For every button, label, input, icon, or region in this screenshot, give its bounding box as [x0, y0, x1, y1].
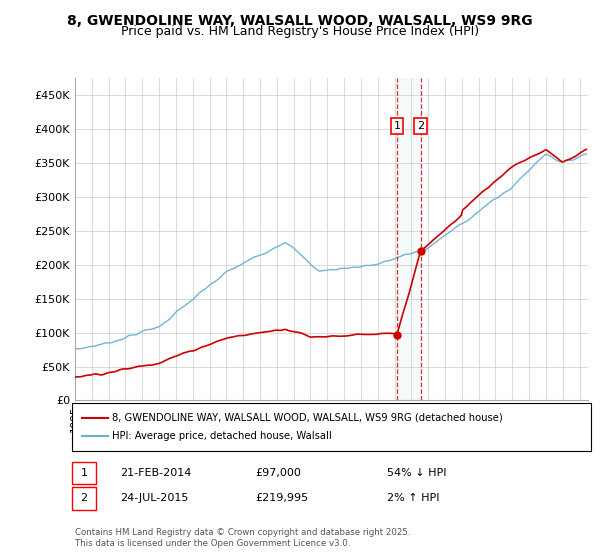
Text: £219,995: £219,995: [255, 493, 308, 503]
Text: 8, GWENDOLINE WAY, WALSALL WOOD, WALSALL, WS9 9RG (detached house): 8, GWENDOLINE WAY, WALSALL WOOD, WALSALL…: [112, 413, 503, 423]
Text: 24-JUL-2015: 24-JUL-2015: [120, 493, 188, 503]
Text: 8, GWENDOLINE WAY, WALSALL WOOD, WALSALL, WS9 9RG: 8, GWENDOLINE WAY, WALSALL WOOD, WALSALL…: [67, 14, 533, 28]
Text: £97,000: £97,000: [255, 468, 301, 478]
Text: Contains HM Land Registry data © Crown copyright and database right 2025.
This d: Contains HM Land Registry data © Crown c…: [75, 528, 410, 548]
Text: 54% ↓ HPI: 54% ↓ HPI: [387, 468, 446, 478]
Text: 21-FEB-2014: 21-FEB-2014: [120, 468, 191, 478]
Text: 2% ↑ HPI: 2% ↑ HPI: [387, 493, 439, 503]
Bar: [397, 78, 421, 400]
Text: 2: 2: [80, 493, 88, 503]
Text: Price paid vs. HM Land Registry's House Price Index (HPI): Price paid vs. HM Land Registry's House …: [121, 25, 479, 38]
Text: 1: 1: [80, 468, 88, 478]
Text: 1: 1: [394, 121, 400, 131]
Text: HPI: Average price, detached house, Walsall: HPI: Average price, detached house, Wals…: [112, 431, 332, 441]
Text: 2: 2: [417, 121, 424, 131]
